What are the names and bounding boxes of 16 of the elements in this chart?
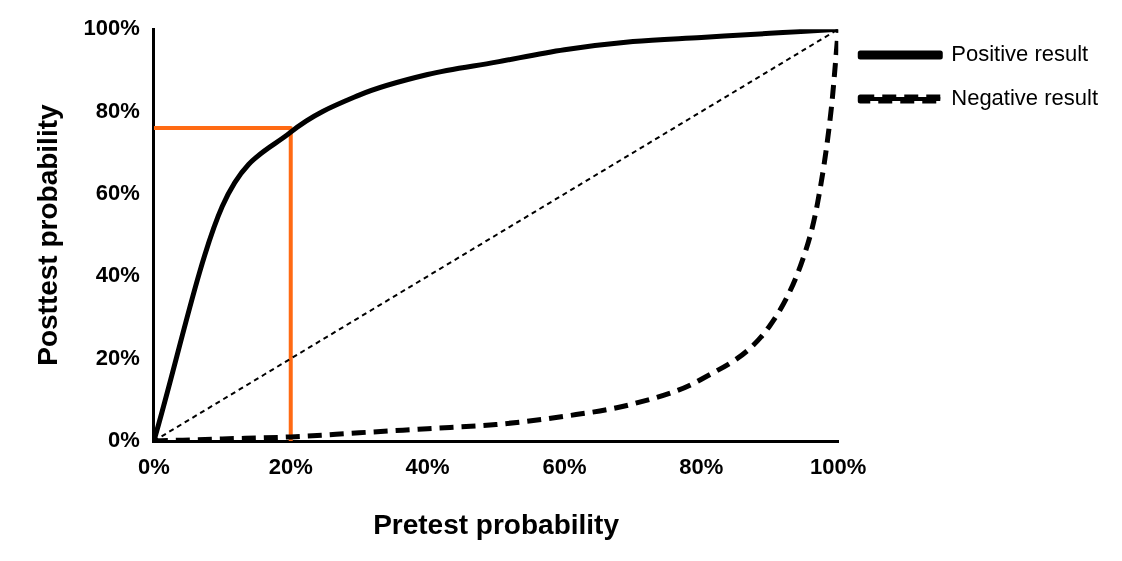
y-tick-label: 100% — [83, 15, 140, 41]
y-tick-label: 60% — [95, 179, 140, 205]
legend-label: Positive result — [951, 41, 1089, 67]
y-tick-label: 80% — [95, 97, 140, 123]
x-tick-label: 80% — [679, 454, 724, 480]
y-tick-label: 0% — [108, 427, 140, 453]
legend-label: Negative result — [951, 85, 1099, 111]
x-axis-title: Pretest probability — [373, 508, 620, 540]
x-tick-label: 100% — [810, 454, 867, 480]
x-tick-label: 0% — [137, 454, 170, 480]
x-tick-label: 60% — [542, 454, 587, 480]
y-tick-label: 20% — [95, 344, 140, 370]
x-tick-label: 40% — [405, 454, 450, 480]
y-axis-title: Posttest probability — [31, 103, 63, 366]
x-tick-label: 20% — [268, 454, 313, 480]
y-tick-label: 40% — [95, 262, 140, 288]
